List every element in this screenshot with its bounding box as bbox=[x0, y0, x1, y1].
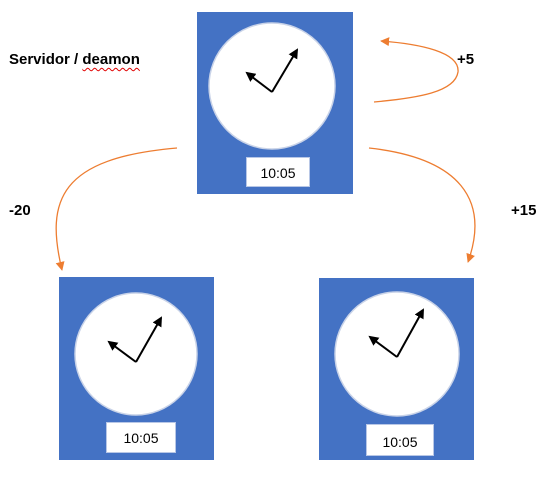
server-label-prefix: Servidor / bbox=[9, 51, 83, 68]
client-left-clock-hands-icon bbox=[107, 316, 162, 363]
client-left-offset-label: -20 bbox=[9, 202, 31, 219]
client-node-right bbox=[319, 278, 474, 460]
client-right-offset-label: +15 bbox=[511, 202, 537, 219]
server-clock-hands-icon bbox=[245, 48, 299, 93]
server-clock-face bbox=[208, 22, 336, 150]
client-left-time-display: 10:05 bbox=[106, 422, 176, 453]
server-label: Servidor / deamon bbox=[9, 51, 140, 69]
feedback-arrow bbox=[373, 37, 459, 103]
server-offset-label: +5 bbox=[457, 51, 475, 68]
server-node bbox=[197, 12, 353, 194]
server-time-display: 10:05 bbox=[246, 157, 310, 187]
client-right-clock-hands-icon bbox=[368, 308, 424, 358]
arrow-to-right-client bbox=[368, 147, 476, 263]
client-right-clock-face bbox=[334, 291, 460, 417]
server-label-daemon-word: deamon bbox=[82, 51, 140, 68]
client-right-time-display: 10:05 bbox=[366, 424, 434, 456]
arrow-to-left-client bbox=[55, 147, 178, 271]
client-left-clock-face bbox=[74, 292, 198, 416]
